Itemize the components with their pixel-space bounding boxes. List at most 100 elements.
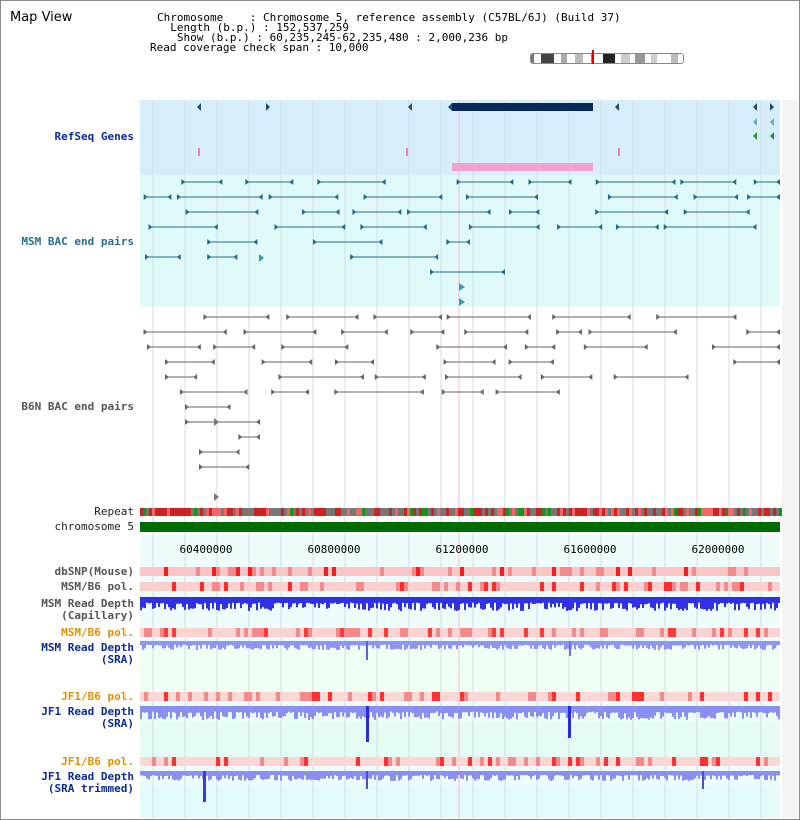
heat-cell (360, 757, 364, 766)
depth-bar (336, 706, 338, 717)
depth-bar (702, 706, 704, 718)
repeat-block (395, 508, 398, 516)
heat-cell (300, 582, 304, 591)
heat-cell (260, 567, 264, 576)
heat-cell (400, 692, 404, 701)
bac-end (352, 209, 357, 215)
heat-cell (776, 757, 780, 766)
depth-bar (760, 597, 762, 610)
depth-bar (392, 706, 394, 713)
heat-cell (312, 567, 316, 576)
repeat-block (584, 508, 587, 516)
heat-cell (764, 757, 768, 766)
track-label-dbsnp[interactable]: dbSNP(Mouse) (54, 565, 134, 578)
depth-bar (190, 641, 192, 646)
heat-cell (556, 567, 560, 576)
heat-cell (560, 567, 564, 576)
chromosome-bar (140, 522, 780, 532)
depth-bar (364, 706, 366, 718)
depth-bar (298, 597, 300, 604)
depth-bar (486, 771, 488, 781)
heat-cell (180, 628, 184, 637)
repeat-block (254, 508, 257, 516)
heat-cell (176, 757, 180, 766)
heat-cell (344, 692, 348, 701)
heat-cell (668, 567, 672, 576)
depth-bar (286, 597, 288, 603)
depth-bar (272, 597, 274, 609)
bac-end (286, 314, 291, 320)
track-label-msm-bac[interactable]: MSM BAC end pairs (21, 235, 134, 248)
depth-bar (776, 771, 778, 776)
depth-bar (210, 771, 212, 780)
track-label-msm-depth-capillary[interactable]: MSM Read Depth (Capillary) (41, 597, 134, 622)
depth-bar (342, 597, 344, 603)
depth-bar (688, 771, 690, 781)
track-label-jf1-depth-trimmed[interactable]: JF1 Read Depth (SRA trimmed) (41, 770, 134, 795)
depth-bar (240, 597, 242, 609)
repeat-block (716, 508, 719, 516)
depth-bar (196, 641, 198, 650)
track-label-jf1-b6-pol-1[interactable]: JF1/B6 pol. (61, 690, 134, 703)
heat-cell (220, 582, 224, 591)
depth-bar (182, 641, 184, 645)
heat-cell (504, 628, 508, 637)
heat-cell (672, 692, 676, 701)
heat-cell (292, 582, 296, 591)
depth-bar (320, 771, 322, 779)
heat-cell (400, 567, 404, 576)
depth-bar (240, 771, 242, 781)
depth-bar (694, 706, 696, 713)
depth-bar (632, 597, 634, 608)
depth-bar (536, 597, 538, 604)
heat-cell (256, 628, 260, 637)
heat-cell (636, 692, 640, 701)
track-label-msm-b6-pol-1[interactable]: MSM/B6 pol. (61, 580, 134, 593)
track-label-jf1-b6-pol-2[interactable]: JF1/B6 pol. (61, 755, 134, 768)
depth-bar (694, 597, 696, 608)
depth-bar (462, 641, 464, 648)
depth-bar (548, 771, 550, 780)
depth-bar (266, 771, 268, 780)
depth-bar (460, 597, 462, 604)
depth-bar (490, 597, 492, 608)
heat-cell (144, 567, 148, 576)
repeat-block (281, 508, 284, 516)
heat-cell (720, 757, 724, 766)
depth-bar (738, 706, 740, 712)
depth-bar (732, 641, 734, 646)
heat-cell (460, 628, 464, 637)
depth-bar (760, 641, 762, 649)
depth-bar (334, 597, 336, 603)
repeat-block (275, 508, 278, 516)
heat-cell (168, 582, 172, 591)
depth-bar (712, 641, 714, 646)
depth-bar (596, 641, 598, 648)
depth-bar (144, 597, 146, 609)
depth-bar (436, 597, 438, 603)
depth-bar (398, 771, 400, 781)
depth-bar (716, 771, 718, 780)
heat-cell (684, 692, 688, 701)
track-label-b6n-bac[interactable]: B6N BAC end pairs (21, 400, 134, 413)
chromosome-ideogram[interactable] (530, 53, 684, 64)
depth-bar (198, 706, 200, 713)
depth-bar (342, 706, 344, 717)
heat-cell (212, 582, 216, 591)
gene-arrow (753, 103, 757, 111)
depth-bar (670, 597, 672, 610)
depth-bar (232, 641, 234, 646)
track-label-refseq[interactable]: RefSeq Genes (54, 130, 134, 143)
track-label-repeat[interactable]: Repeat (94, 505, 134, 518)
depth-bar (384, 706, 386, 713)
heat-cell (520, 567, 524, 576)
repeat-block (581, 508, 584, 516)
depth-bar (186, 771, 188, 776)
track-label-msm-b6-pol-2[interactable]: MSM/B6 pol. (61, 626, 134, 639)
heat-cell (768, 582, 772, 591)
track-label-msm-depth-sra[interactable]: MSM Read Depth (SRA) (41, 641, 134, 666)
heat-cell (580, 692, 584, 701)
depth-bar (416, 641, 418, 649)
track-label-jf1-depth-sra[interactable]: JF1 Read Depth (SRA) (41, 705, 134, 730)
